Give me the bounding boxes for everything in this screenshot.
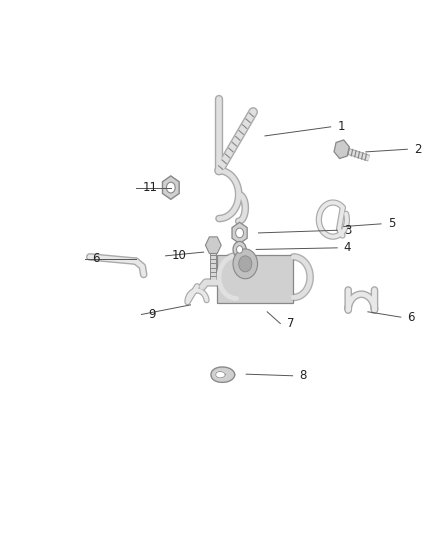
Text: 5: 5 [388, 217, 395, 230]
Text: 8: 8 [299, 369, 307, 382]
Circle shape [233, 249, 258, 279]
Bar [217, 255, 293, 303]
Polygon shape [162, 176, 179, 199]
Polygon shape [211, 367, 235, 382]
Polygon shape [334, 140, 349, 158]
Text: 4: 4 [344, 241, 351, 254]
Text: 6: 6 [407, 311, 415, 324]
Text: 7: 7 [287, 317, 294, 330]
Text: 9: 9 [148, 308, 155, 321]
Bar [210, 246, 216, 282]
Polygon shape [205, 237, 221, 254]
Text: 1: 1 [337, 120, 345, 133]
Circle shape [166, 182, 175, 193]
Circle shape [236, 228, 244, 238]
Polygon shape [232, 222, 247, 244]
Text: 10: 10 [172, 249, 187, 262]
Text: 3: 3 [344, 224, 351, 237]
Text: 11: 11 [142, 181, 157, 194]
Circle shape [233, 241, 246, 257]
Circle shape [237, 246, 243, 253]
Circle shape [239, 256, 252, 272]
Polygon shape [216, 372, 225, 378]
Text: 2: 2 [414, 143, 421, 156]
Text: 6: 6 [92, 252, 99, 265]
